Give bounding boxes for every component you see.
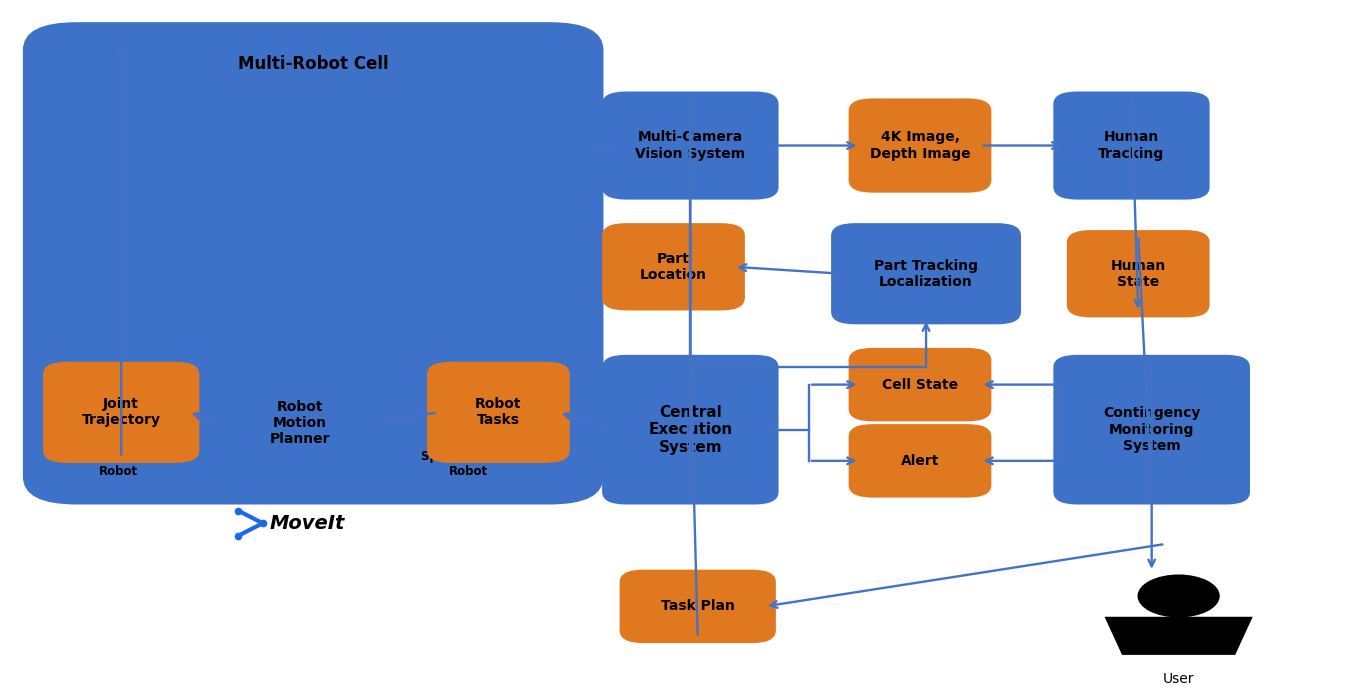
Text: Industrial
Manipulator: Industrial Manipulator [253, 450, 334, 478]
Text: Multi-Robot Cell: Multi-Robot Cell [238, 55, 388, 73]
FancyBboxPatch shape [1053, 91, 1210, 200]
Text: Human
Tracking: Human Tracking [1098, 130, 1165, 161]
Text: Multi-Camera
Vision System: Multi-Camera Vision System [636, 130, 745, 161]
Text: Central
Execution
System: Central Execution System [648, 405, 733, 455]
Text: Cell State: Cell State [882, 378, 958, 392]
FancyBboxPatch shape [43, 362, 199, 463]
Text: Collaborative
Robot: Collaborative Robot [74, 450, 163, 478]
Text: Human
State: Human State [1110, 258, 1167, 289]
FancyBboxPatch shape [620, 570, 776, 643]
Text: Part Tracking
Localization: Part Tracking Localization [874, 258, 978, 289]
Text: Robot
Motion
Planner: Robot Motion Planner [269, 400, 330, 446]
FancyBboxPatch shape [849, 98, 991, 193]
Text: Task Plan: Task Plan [661, 599, 734, 613]
FancyBboxPatch shape [831, 223, 1021, 324]
Text: Alert: Alert [901, 454, 939, 468]
Text: 4K Image,
Depth Image: 4K Image, Depth Image [870, 130, 970, 161]
Circle shape [1138, 575, 1219, 617]
Text: Special Tooled
Robot: Special Tooled Robot [422, 450, 516, 478]
Text: MoveIt: MoveIt [269, 514, 345, 533]
Text: Part
Location: Part Location [640, 252, 707, 282]
FancyBboxPatch shape [23, 22, 603, 505]
Text: Contingency
Monitoring
System: Contingency Monitoring System [1103, 407, 1200, 453]
Text: User: User [1162, 672, 1195, 686]
FancyBboxPatch shape [1053, 355, 1250, 505]
Text: Joint
Trajectory: Joint Trajectory [82, 397, 160, 428]
FancyBboxPatch shape [849, 348, 991, 421]
FancyBboxPatch shape [602, 91, 779, 200]
FancyBboxPatch shape [602, 355, 779, 505]
Text: Robot
Tasks: Robot Tasks [475, 397, 521, 428]
FancyBboxPatch shape [427, 362, 570, 463]
FancyBboxPatch shape [849, 424, 991, 498]
FancyBboxPatch shape [1067, 230, 1210, 317]
FancyBboxPatch shape [211, 355, 388, 491]
FancyBboxPatch shape [602, 223, 745, 310]
Polygon shape [1105, 617, 1253, 655]
